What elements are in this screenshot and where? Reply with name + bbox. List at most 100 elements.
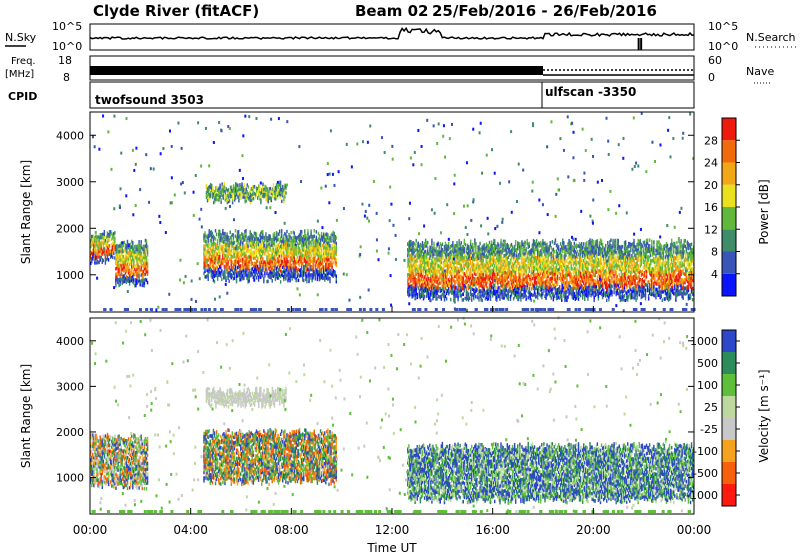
power-cell <box>230 273 233 277</box>
power-cell <box>465 258 468 263</box>
power-cell <box>218 191 220 195</box>
power-cell <box>109 255 112 259</box>
power-cell <box>137 252 139 256</box>
power-cell <box>499 247 501 251</box>
power-cell <box>292 268 294 273</box>
power-cell <box>224 231 226 236</box>
power-cell <box>513 261 516 266</box>
power-cell <box>265 248 267 253</box>
power-cell <box>317 237 320 241</box>
power-cell <box>473 279 475 284</box>
power-cell <box>415 247 417 251</box>
power-cell <box>226 248 228 253</box>
power-cell <box>253 236 256 241</box>
power-cell <box>215 186 217 190</box>
power-cell <box>258 250 261 254</box>
power-cell <box>457 281 459 285</box>
power-cell <box>128 268 131 272</box>
power-cell <box>269 270 271 274</box>
power-cell <box>478 287 480 291</box>
power-cell <box>433 283 435 287</box>
power-cell <box>317 240 320 244</box>
power-cell <box>105 252 108 256</box>
power-cell <box>537 249 540 254</box>
power-cell <box>126 242 129 247</box>
power-cell <box>259 189 261 194</box>
power-cell <box>481 290 483 294</box>
power-cell <box>554 269 557 273</box>
power-cell <box>533 279 536 283</box>
power-cell <box>477 273 479 277</box>
power-cell <box>430 279 432 283</box>
power-cell <box>494 244 496 249</box>
power-cell <box>266 238 268 243</box>
power-cell <box>269 245 271 249</box>
power-cell <box>334 254 336 258</box>
power-cell <box>519 242 521 246</box>
power-cell <box>145 270 148 274</box>
power-cell <box>541 253 543 258</box>
power-cell <box>217 195 219 199</box>
power-cell <box>504 275 506 280</box>
power-cell <box>278 189 281 194</box>
power-cell <box>223 182 225 186</box>
power-cell <box>238 199 240 203</box>
power-cell <box>432 280 434 284</box>
power-cell <box>546 292 548 297</box>
power-cell <box>463 280 466 285</box>
power-cell <box>553 274 556 279</box>
power-cell <box>227 273 229 278</box>
power-cell <box>513 292 516 296</box>
power-cell <box>297 262 300 266</box>
power-cell <box>423 264 426 268</box>
power-cell <box>225 198 228 203</box>
power-cell <box>263 277 265 281</box>
power-cell <box>283 236 285 241</box>
power-cell <box>504 259 506 263</box>
power-cell <box>491 263 494 267</box>
power-cell <box>243 271 245 275</box>
power-cell <box>555 249 558 253</box>
power-cell <box>249 193 252 198</box>
power-cell <box>498 272 500 276</box>
power-cell <box>448 256 451 261</box>
power-cell <box>557 256 560 260</box>
power-cell <box>506 273 509 278</box>
power-cell <box>331 251 333 256</box>
power-cell <box>113 240 115 244</box>
power-cell <box>282 187 284 191</box>
power-cell <box>255 232 258 236</box>
power-cell <box>530 287 533 291</box>
power-cell <box>266 194 268 198</box>
power-cell <box>265 192 267 197</box>
power-cell <box>571 253 573 257</box>
power-cell <box>563 274 565 279</box>
power-cell <box>319 251 322 256</box>
power-cell <box>443 295 446 299</box>
power-cell <box>480 258 482 263</box>
power-cell <box>283 253 285 257</box>
power-cell <box>136 272 138 277</box>
power-cell <box>314 274 317 278</box>
power-cell <box>127 257 130 261</box>
power-cell <box>215 257 218 261</box>
power-cell <box>256 272 259 277</box>
power-cell <box>478 250 480 255</box>
power-cell <box>424 286 427 290</box>
power-cell <box>122 277 125 281</box>
power-cell <box>530 270 533 274</box>
power-cell <box>284 275 286 280</box>
power-cell <box>294 235 297 239</box>
power-cell <box>486 261 489 265</box>
power-cell <box>561 287 563 291</box>
power-cell <box>307 251 309 255</box>
power-cell <box>415 272 417 276</box>
power-cell <box>94 250 96 254</box>
power-cell <box>566 290 568 294</box>
power-cell <box>544 255 546 259</box>
power-cell <box>234 186 236 191</box>
power-cell <box>227 199 230 204</box>
power-cell <box>478 245 480 249</box>
power-cell <box>494 258 496 263</box>
power-cell <box>271 279 273 283</box>
